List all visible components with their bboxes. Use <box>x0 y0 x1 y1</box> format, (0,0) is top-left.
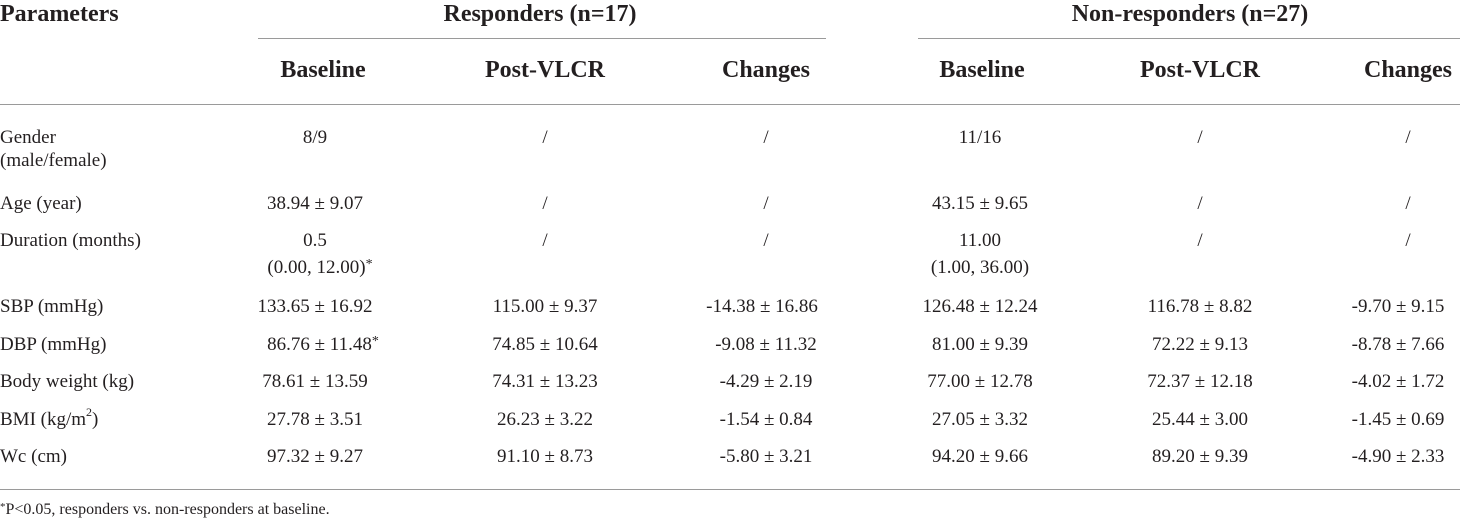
row-label-gender-line2: (male/female) <box>0 150 107 171</box>
row-label-sbp: SBP (mmHg) <box>0 296 104 317</box>
row-label-wc: Wc (cm) <box>0 446 67 467</box>
wc-nonresponders-changes: -4.90 ± 2.33 <box>1351 446 1445 467</box>
wc-responders-post: 91.10 ± 8.73 <box>497 446 593 467</box>
age-responders-changes: / <box>763 193 769 214</box>
wc-nonresponders-baseline: 94.20 ± 9.66 <box>932 446 1028 467</box>
row-label-duration: Duration (months) <box>0 230 141 251</box>
wc-responders-baseline: 97.32 ± 9.27 <box>267 446 363 467</box>
subheader-nonresponders-post: Post-VLCR <box>1140 57 1260 83</box>
age-nonresponders-changes: / <box>1405 193 1411 214</box>
dbp-responders-post: 74.85 ± 10.64 <box>492 334 598 355</box>
subheader-responders-changes: Changes <box>721 57 811 83</box>
subheader-responders-post: Post-VLCR <box>485 57 605 83</box>
duration-responders-changes: / <box>763 230 769 251</box>
duration-nonresponders-post: / <box>1197 230 1203 251</box>
gender-responders-post: / <box>542 127 548 148</box>
sbp-responders-post: 115.00 ± 9.37 <box>492 296 598 317</box>
gender-responders-baseline: 8/9 <box>302 127 328 148</box>
duration-responders-baseline-range: (0.00, 12.00)* <box>267 256 372 281</box>
header-nonresponders-group: Non-responders (n=27) <box>1071 1 1309 27</box>
dbp-nonresponders-baseline: 81.00 ± 9.39 <box>932 334 1028 355</box>
dbp-nonresponders-post: 72.22 ± 9.13 <box>1152 334 1248 355</box>
body-weight-responders-post: 74.31 ± 13.23 <box>492 371 598 392</box>
duration-responders-baseline-median: 0.5 <box>303 230 327 251</box>
bmi-responders-post: 26.23 ± 3.22 <box>497 409 593 430</box>
header-responders-group: Responders (n=17) <box>443 1 637 27</box>
row-label-body-weight: Body weight (kg) <box>0 371 135 392</box>
responders-group-rule <box>258 38 826 39</box>
significance-marker: * <box>371 334 379 349</box>
sbp-responders-baseline: 133.65 ± 16.92 <box>257 296 373 317</box>
age-nonresponders-post: / <box>1197 193 1203 214</box>
subheader-nonresponders-baseline: Baseline <box>939 57 1025 83</box>
wc-responders-changes: -5.80 ± 3.21 <box>719 446 813 467</box>
bmi-responders-changes: -1.54 ± 0.84 <box>719 409 813 430</box>
nonresponders-group-rule <box>918 38 1460 39</box>
row-label-gender: Gender (male/female) <box>0 126 107 172</box>
dbp-responders-baseline: 86.76 ± 11.48* <box>267 333 379 358</box>
subheader-responders-baseline: Baseline <box>280 57 366 83</box>
duration-responders-post: / <box>542 230 548 251</box>
duration-nonresponders-baseline-median: 11.00 <box>958 230 1002 251</box>
footnote: *P<0.05, responders vs. non-responders a… <box>0 500 330 521</box>
body-weight-nonresponders-baseline: 77.00 ± 12.78 <box>927 371 1033 392</box>
body-weight-responders-baseline: 78.61 ± 13.59 <box>262 371 368 392</box>
significance-marker: * <box>365 257 373 272</box>
sbp-nonresponders-changes: -9.70 ± 9.15 <box>1351 296 1445 317</box>
bmi-nonresponders-baseline: 27.05 ± 3.32 <box>932 409 1028 430</box>
body-weight-nonresponders-post: 72.37 ± 12.18 <box>1147 371 1253 392</box>
duration-nonresponders-baseline-range: (1.00, 36.00) <box>930 257 1030 278</box>
row-label-gender-line1: Gender <box>0 127 56 148</box>
duration-nonresponders-changes: / <box>1405 230 1411 251</box>
duration-responders-range-text: (0.00, 12.00) <box>267 257 366 278</box>
gender-responders-changes: / <box>763 127 769 148</box>
wc-nonresponders-post: 89.20 ± 9.39 <box>1152 446 1248 467</box>
bmi-label-superscript: 2 <box>86 404 93 419</box>
row-label-bmi: BMI (kg/m2) <box>0 404 99 431</box>
dbp-nonresponders-changes: -8.78 ± 7.66 <box>1351 334 1445 355</box>
sbp-nonresponders-baseline: 126.48 ± 12.24 <box>922 296 1038 317</box>
header-parameters: Parameters <box>0 1 119 27</box>
table-bottom-rule <box>0 489 1460 490</box>
dbp-responders-changes: -9.08 ± 11.32 <box>715 334 817 355</box>
gender-nonresponders-post: / <box>1197 127 1203 148</box>
dbp-responders-baseline-value: 86.76 ± 11.48 <box>267 334 372 355</box>
bmi-label-end: ) <box>92 409 99 430</box>
sbp-responders-changes: -14.38 ± 16.86 <box>706 296 818 317</box>
sbp-nonresponders-post: 116.78 ± 8.82 <box>1147 296 1253 317</box>
body-weight-nonresponders-changes: -4.02 ± 1.72 <box>1351 371 1445 392</box>
gender-nonresponders-changes: / <box>1405 127 1411 148</box>
body-weight-responders-changes: -4.29 ± 2.19 <box>719 371 813 392</box>
footnote-text: P<0.05, responders vs. non-responders at… <box>5 501 330 518</box>
bmi-nonresponders-post: 25.44 ± 3.00 <box>1152 409 1248 430</box>
footnote-marker: * <box>0 501 6 513</box>
bmi-label-main: BMI (kg/m <box>0 409 87 430</box>
bmi-nonresponders-changes: -1.45 ± 0.69 <box>1351 409 1445 430</box>
bmi-responders-baseline: 27.78 ± 3.51 <box>267 409 363 430</box>
age-responders-post: / <box>542 193 548 214</box>
gender-nonresponders-baseline: 11/16 <box>958 127 1002 148</box>
row-label-dbp: DBP (mmHg) <box>0 334 107 355</box>
age-nonresponders-baseline: 43.15 ± 9.65 <box>932 193 1028 214</box>
age-responders-baseline: 38.94 ± 9.07 <box>267 193 363 214</box>
subheader-nonresponders-changes: Changes <box>1363 57 1453 83</box>
header-bottom-rule <box>0 104 1460 105</box>
row-label-age: Age (year) <box>0 193 82 214</box>
